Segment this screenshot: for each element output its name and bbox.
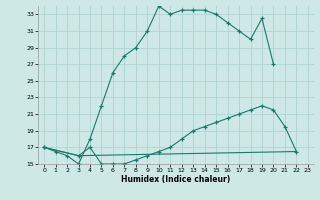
- X-axis label: Humidex (Indice chaleur): Humidex (Indice chaleur): [121, 175, 231, 184]
